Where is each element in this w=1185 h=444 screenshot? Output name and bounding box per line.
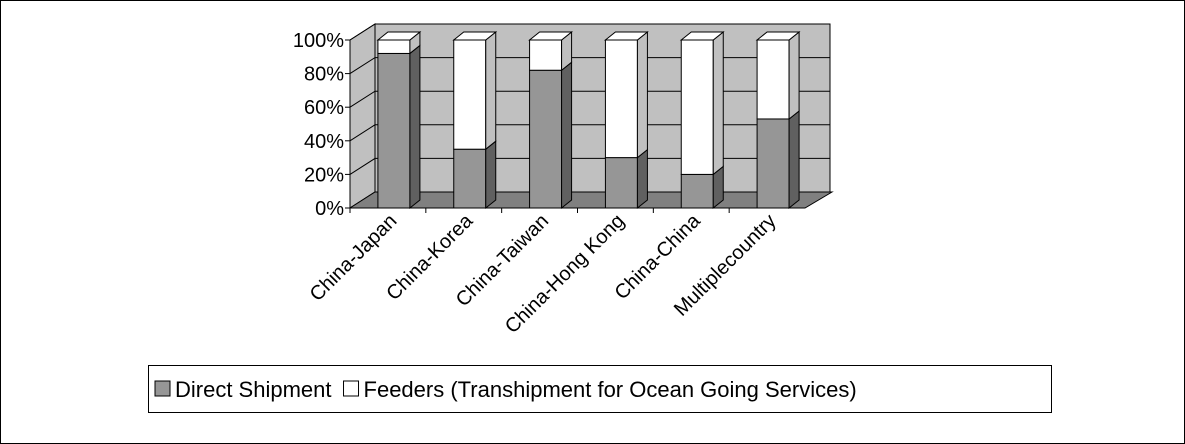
bar-front — [529, 39, 563, 71]
bar-side — [409, 44, 421, 210]
side-wall — [349, 23, 376, 209]
legend-label: Feeders (Transhipment for Ocean Going Se… — [364, 377, 857, 402]
y-tick-label: 100% — [293, 30, 344, 52]
bar-side — [485, 140, 497, 210]
bar-top — [603, 31, 649, 41]
bar-front — [453, 39, 487, 150]
grid-line — [349, 57, 830, 75]
y-tick-label: 20% — [304, 164, 344, 186]
bar-side — [712, 30, 724, 176]
bar-front — [377, 39, 411, 54]
legend-label: Direct Shipment — [175, 377, 332, 402]
bar-side — [561, 61, 573, 210]
bar-front — [377, 52, 411, 209]
legend-swatch — [343, 380, 360, 397]
bar-top — [755, 31, 801, 41]
legend-box — [148, 365, 1052, 413]
bar-front — [604, 157, 638, 209]
legend-swatch — [154, 380, 171, 397]
grid-line — [349, 23, 830, 41]
bar-top — [528, 31, 574, 41]
bar-front — [529, 69, 563, 209]
bar-front — [680, 173, 714, 209]
bar-front — [756, 118, 790, 209]
bar-side — [788, 30, 800, 121]
y-tick-label: 80% — [304, 64, 344, 86]
bar-top — [376, 31, 422, 41]
bar-front — [756, 39, 790, 120]
y-tick-label: 60% — [304, 97, 344, 119]
y-tick-label: 0% — [315, 198, 344, 220]
grid-line — [349, 157, 830, 175]
grid-line — [349, 90, 830, 108]
bar-top — [679, 31, 725, 41]
bar-front — [680, 39, 714, 175]
y-tick-label: 40% — [304, 131, 344, 153]
bar-side — [788, 109, 800, 210]
bar-top — [452, 31, 498, 41]
bar-side — [636, 148, 648, 210]
bar-front — [604, 39, 638, 159]
bar-front — [453, 148, 487, 209]
bar-side — [485, 30, 497, 151]
bar-side — [636, 30, 648, 159]
grid-line — [349, 124, 830, 142]
